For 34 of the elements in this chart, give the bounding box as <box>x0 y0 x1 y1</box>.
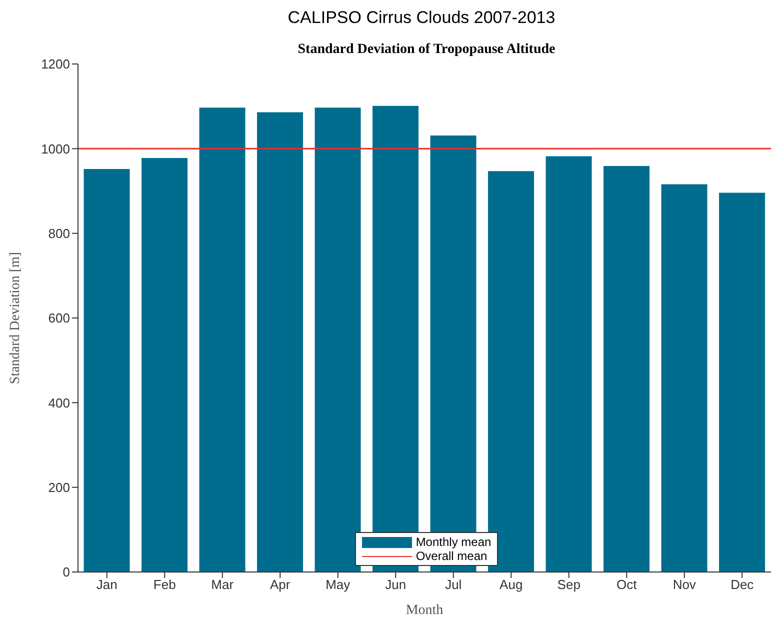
y-axis-title: Standard Deviation [m] <box>8 252 23 384</box>
y-tick-label: 1200 <box>41 56 70 72</box>
y-tick-label: 200 <box>48 480 70 495</box>
x-tick-label: Feb <box>153 577 176 592</box>
bar <box>314 108 361 572</box>
x-tick-label: Sep <box>557 577 580 592</box>
x-tick-label: Aug <box>500 577 523 592</box>
x-tick-label: Oct <box>616 577 638 592</box>
bar <box>199 108 246 572</box>
x-tick-label: Nov <box>672 577 696 592</box>
bar <box>142 158 188 572</box>
y-tick-label: 400 <box>48 395 70 410</box>
bar <box>719 192 766 572</box>
x-tick-label: Apr <box>270 577 291 592</box>
x-axis-title: Month <box>406 603 444 618</box>
x-tick-label: Jul <box>445 577 462 592</box>
bar <box>661 184 708 572</box>
y-tick-label: 600 <box>48 310 70 326</box>
bar <box>84 168 130 572</box>
x-tick-label: Dec <box>730 577 754 592</box>
legend-label: Overall mean <box>416 549 488 563</box>
bar <box>257 112 304 572</box>
y-tick-label: 800 <box>48 226 70 241</box>
x-tick-label: Mar <box>211 577 234 592</box>
chart-title: CALIPSO Cirrus Clouds 2007-2013 <box>286 8 556 28</box>
x-tick-label: May <box>326 577 351 592</box>
bar <box>604 166 650 572</box>
x-tick-label: Jan <box>96 577 118 592</box>
bar <box>546 156 592 572</box>
x-tick-label: Jun <box>385 577 406 592</box>
chart-subtitle: Standard Deviation of Tropopause Altitude <box>296 42 556 58</box>
legend-label: Monthly mean <box>416 535 492 549</box>
y-tick-label: 1000 <box>41 141 70 156</box>
y-tick-label: 0 <box>62 564 70 580</box>
